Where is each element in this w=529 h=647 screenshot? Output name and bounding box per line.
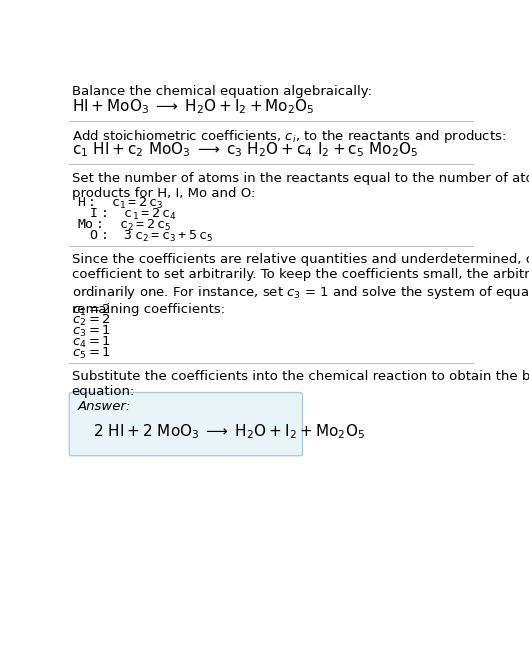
Text: Add stoichiometric coefficients, $c_i$, to the reactants and products:: Add stoichiometric coefficients, $c_i$, … [71, 129, 506, 146]
Text: $c_3 = 1$: $c_3 = 1$ [71, 324, 111, 339]
Text: Answer:: Answer: [78, 400, 131, 413]
Text: Balance the chemical equation algebraically:: Balance the chemical equation algebraica… [71, 85, 371, 98]
Text: $c_1 = 2$: $c_1 = 2$ [71, 303, 111, 318]
Text: $c_4 = 1$: $c_4 = 1$ [71, 334, 111, 350]
Text: $\mathregular{2\ HI + 2\ MoO_3 \;\longrightarrow\; H_2O + I_2 + Mo_2O_5}$: $\mathregular{2\ HI + 2\ MoO_3 \;\longri… [93, 422, 365, 441]
Text: Set the number of atoms in the reactants equal to the number of atoms in the
pro: Set the number of atoms in the reactants… [71, 171, 529, 199]
Text: $c_2 = 2$: $c_2 = 2$ [71, 313, 111, 329]
Text: $\mathregular{H:\quad c_1 = 2\,c_3}$: $\mathregular{H:\quad c_1 = 2\,c_3}$ [77, 196, 163, 212]
Text: $\mathregular{c_1\ HI + c_2\ MoO_3 \;\longrightarrow\; c_3\ H_2O + c_4\ I_2 + c_: $\mathregular{c_1\ HI + c_2\ MoO_3 \;\lo… [71, 141, 418, 159]
Text: $\mathregular{\quad O:\quad 3\,c_2 = c_3 + 5\,c_5}$: $\mathregular{\quad O:\quad 3\,c_2 = c_3… [77, 228, 213, 244]
Text: $\mathregular{Mo:\quad c_2 = 2\,c_5}$: $\mathregular{Mo:\quad c_2 = 2\,c_5}$ [77, 218, 171, 233]
Text: $\mathregular{\quad I:\quad c_1 = 2\,c_4}$: $\mathregular{\quad I:\quad c_1 = 2\,c_4… [77, 207, 177, 222]
Text: Since the coefficients are relative quantities and underdetermined, choose a
coe: Since the coefficients are relative quan… [71, 253, 529, 316]
Text: $c_5 = 1$: $c_5 = 1$ [71, 345, 111, 360]
Text: Substitute the coefficients into the chemical reaction to obtain the balanced
eq: Substitute the coefficients into the che… [71, 370, 529, 399]
FancyBboxPatch shape [69, 393, 303, 455]
Text: $\mathregular{HI + MoO_3 \;\longrightarrow\; H_2O + I_2 + Mo_2O_5}$: $\mathregular{HI + MoO_3 \;\longrightarr… [71, 98, 314, 116]
